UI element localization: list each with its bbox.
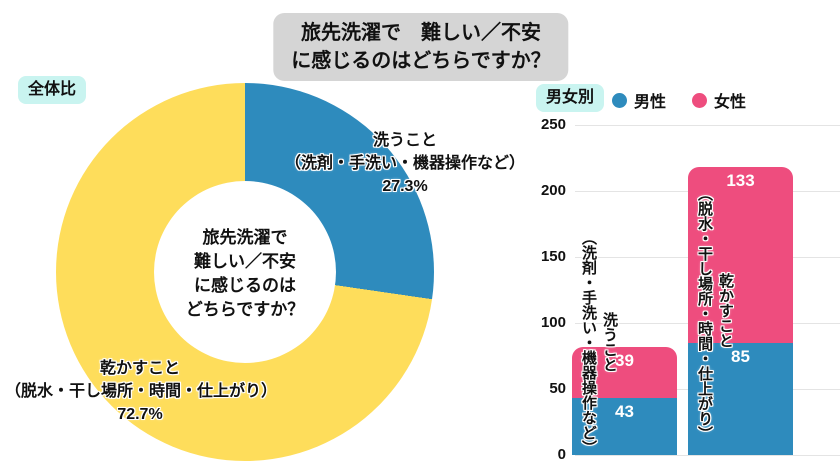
donut-hole <box>154 181 336 363</box>
donut-center-line: どちらですか？ <box>185 300 305 319</box>
gridline <box>575 125 840 126</box>
gridline <box>575 455 840 456</box>
female-legend-dot-icon <box>692 92 708 108</box>
bar-legend: 男性 女性 <box>612 88 746 112</box>
donut-center-line: 難しい／不安 <box>194 252 296 271</box>
slice-drying-name: 乾かすこと <box>99 360 180 377</box>
y-axis-tick-label: 200 <box>540 182 566 199</box>
legend-item-female: 女性 <box>692 88 746 112</box>
slice-washing-name: 洗うこと <box>372 132 437 149</box>
donut-center-line: に感じるのは <box>194 276 296 295</box>
slice-washing-percent: 27.3% <box>382 178 428 195</box>
donut-center-question: 旅先洗濯で 難しい／不安 に感じるのは どちらですか？ <box>125 226 365 322</box>
bar-segment-male <box>572 398 677 455</box>
bar-washing-detail: （洗剤・手洗い・機器操作など） <box>580 229 597 455</box>
legend-female-label: 女性 <box>714 94 747 111</box>
slice-label-drying: 乾かすこと （脱水・干し場所・時間・仕上がり） 72.7% <box>5 357 278 426</box>
bar-category-drying: 乾かすこと （脱水・干し場所・時間・仕上がり） <box>694 186 736 441</box>
slice-washing-detail: （洗剤・手洗い・機器操作など） <box>284 155 525 172</box>
bar-value-label-male: 43 <box>615 402 634 422</box>
donut-chart <box>56 83 434 461</box>
bar-drying-name: 乾かすこと <box>717 272 734 348</box>
bar-segment-female <box>572 346 677 399</box>
bar-segment-male <box>688 342 793 455</box>
bar-category-washing: 洗うこと （洗剤・手洗い・機器操作など） <box>578 224 620 460</box>
title-line-1: 旅先洗濯で 難しい／不安 <box>301 22 541 44</box>
by-gender-badge: 男女別 <box>536 84 605 112</box>
y-axis-tick-label: 100 <box>540 314 566 331</box>
slice-label-washing: 洗うこと （洗剤・手洗い・機器操作など） 27.3% <box>270 129 540 198</box>
bar-drying-detail: （脱水・干し場所・時間・仕上がり） <box>696 186 713 441</box>
bar-segment-female <box>688 167 793 343</box>
donut-center-line: 旅先洗濯で <box>202 228 288 247</box>
overall-ratio-badge: 全体比 <box>18 76 87 104</box>
slice-drying-percent: 72.7% <box>117 406 163 423</box>
legend-item-male: 男性 <box>612 88 666 112</box>
slice-drying-detail: （脱水・干し場所・時間・仕上がり） <box>5 383 278 400</box>
y-axis-tick-label: 50 <box>549 380 566 397</box>
y-axis-tick-label: 150 <box>540 248 566 265</box>
page-title: 旅先洗濯で 難しい／不安 に感じるのはどちらですか？ <box>273 13 569 81</box>
bar-washing-name: 洗うこと <box>601 312 618 372</box>
male-legend-dot-icon <box>612 92 627 108</box>
bar-value-label-male: 85 <box>731 346 750 366</box>
y-axis-tick-label: 0 <box>557 446 566 463</box>
title-line-2: に感じるのはどちらですか？ <box>291 50 551 72</box>
bar-value-label-female: 39 <box>615 350 634 370</box>
y-axis-tick-label: 250 <box>540 116 566 133</box>
bar-value-label-female: 133 <box>726 171 755 191</box>
legend-male-label: 男性 <box>634 94 667 111</box>
